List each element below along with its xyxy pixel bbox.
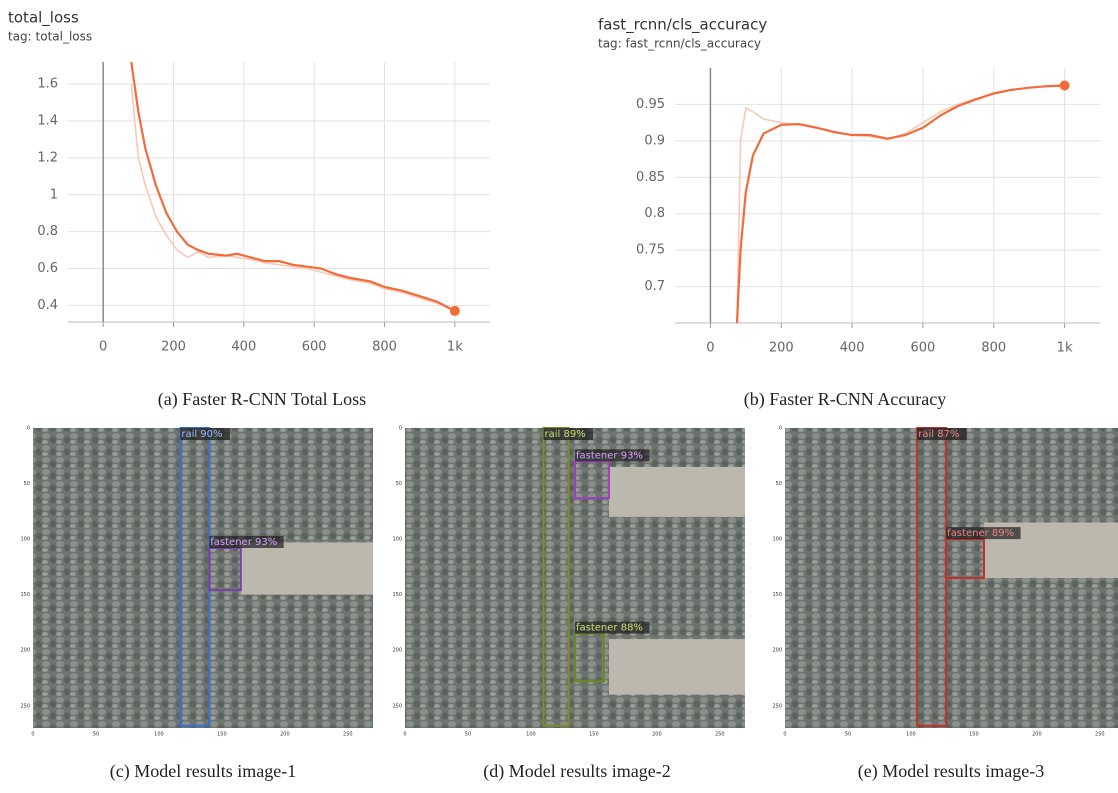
end-point [1059, 80, 1070, 91]
y-tick-label: 0.8 [644, 206, 665, 221]
image-y-tick: 200 [392, 648, 402, 654]
image-y-tick: 50 [776, 481, 782, 487]
image-x-tick: 50 [93, 732, 99, 738]
line-series [130, 62, 456, 312]
x-tick-label: 400 [840, 341, 865, 356]
image-x-tick: 200 [652, 732, 662, 738]
image-x-tick: 200 [1032, 732, 1042, 738]
sleeper [609, 466, 745, 517]
detection-label: fastener 93% [210, 537, 277, 548]
image-y-tick: 0 [27, 426, 30, 432]
image-y-tick: 250 [772, 703, 782, 709]
chart-subtitle: tag: total_loss [8, 30, 92, 44]
caption: (d) Model results image-2 [483, 761, 670, 782]
y-tick-label: 0.7 [644, 279, 665, 294]
image-y-tick: 150 [772, 592, 782, 598]
image-x-tick: 150 [217, 732, 227, 738]
image-x-tick: 250 [343, 732, 353, 738]
y-tick-label: 0.85 [636, 170, 665, 185]
image-x-tick: 50 [845, 732, 851, 738]
detection-label: rail 90% [181, 429, 222, 440]
y-tick-label: 1.2 [37, 150, 58, 165]
line-series [735, 84, 1065, 323]
y-tick-label: 0.6 [37, 261, 58, 276]
y-tick-label: 0.95 [636, 97, 665, 112]
line-series [736, 84, 1065, 323]
detection-label: rail 89% [545, 429, 586, 440]
chart-title: total_loss [8, 9, 79, 28]
caption: (e) Model results image-3 [858, 761, 1044, 782]
image-y-tick: 250 [392, 703, 402, 709]
y-tick-label: 1.6 [37, 77, 58, 92]
y-tick-label: 1 [50, 187, 58, 202]
caption: (b) Faster R-CNN Accuracy [744, 389, 946, 410]
image-y-tick: 150 [20, 592, 30, 598]
image-y-tick: 50 [396, 481, 402, 487]
image-y-tick: 250 [20, 703, 30, 709]
y-tick-label: 0.75 [636, 243, 665, 258]
x-tick-label: 200 [769, 341, 794, 356]
x-tick-label: 800 [372, 340, 397, 355]
label-bg [209, 536, 284, 548]
x-tick-label: 200 [161, 340, 186, 355]
image-x-tick: 100 [154, 732, 164, 738]
image-x-tick: 100 [906, 732, 916, 738]
image-y-tick: 100 [772, 537, 782, 543]
image-y-tick: 100 [20, 537, 30, 543]
image-x-tick: 0 [31, 732, 34, 738]
x-tick-label: 600 [302, 340, 327, 355]
image-x-tick: 200 [280, 732, 290, 738]
detection-label: fastener 88% [576, 623, 643, 634]
sleeper [609, 639, 745, 695]
detection-label: fastener 89% [947, 528, 1014, 539]
x-tick-label: 1k [1057, 341, 1073, 356]
caption: (a) Faster R-CNN Total Loss [158, 389, 366, 410]
image-x-tick: 250 [715, 732, 725, 738]
label-bg [575, 449, 650, 462]
label-bg [180, 428, 230, 440]
image-x-tick: 50 [465, 732, 471, 738]
x-tick-label: 0 [706, 341, 714, 356]
image-x-tick: 150 [589, 732, 599, 738]
x-tick-label: 1k [447, 340, 463, 355]
x-tick-label: 800 [981, 341, 1006, 356]
image-y-tick: 0 [399, 426, 402, 432]
image-x-tick: 100 [526, 732, 536, 738]
image-x-tick: 0 [403, 732, 406, 738]
image-y-tick: 200 [772, 648, 782, 654]
image-y-tick: 150 [392, 592, 402, 598]
image-x-tick: 150 [969, 732, 979, 738]
y-tick-label: 0.9 [644, 133, 665, 148]
image-x-tick: 250 [1095, 732, 1105, 738]
x-tick-label: 0 [99, 340, 107, 355]
detection-label: fastener 93% [576, 450, 643, 461]
label-bg [543, 428, 594, 440]
y-tick-label: 0.4 [37, 298, 58, 313]
caption: (c) Model results image-1 [110, 761, 296, 782]
label-bg [946, 527, 1021, 540]
label-bg [917, 428, 967, 440]
image-y-tick: 100 [392, 537, 402, 543]
detection-label: rail 87% [918, 429, 959, 440]
sleeper [240, 542, 373, 595]
image-x-tick: 0 [783, 732, 786, 738]
x-tick-label: 600 [911, 341, 936, 356]
line-series [130, 84, 456, 312]
image-y-tick: 0 [779, 426, 782, 432]
chart-subtitle: tag: fast_rcnn/cls_accuracy [598, 37, 761, 51]
label-bg [575, 621, 650, 634]
image-y-tick: 50 [24, 481, 30, 487]
end-point [449, 305, 460, 316]
y-tick-label: 0.8 [37, 224, 58, 239]
image-y-tick: 200 [20, 648, 30, 654]
chart-title: fast_rcnn/cls_accuracy [598, 16, 767, 35]
y-tick-label: 1.4 [37, 114, 58, 129]
x-tick-label: 400 [231, 340, 256, 355]
